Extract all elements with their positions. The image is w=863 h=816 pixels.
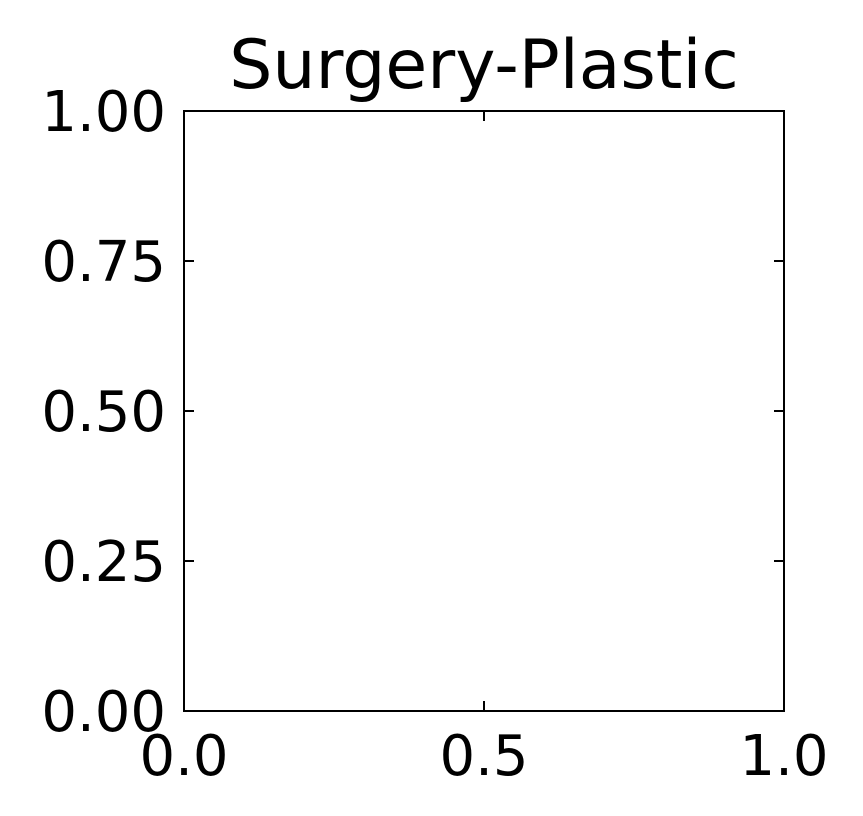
x-tick-label: 1.0 bbox=[739, 724, 828, 789]
y-tick-label: 0.25 bbox=[41, 530, 166, 595]
plot-area bbox=[183, 110, 785, 712]
chart-title: Surgery-Plastic bbox=[229, 26, 739, 105]
y-tick-label: 1.00 bbox=[41, 80, 166, 145]
y-axis: 0.00 0.25 0.50 0.75 1.00 bbox=[41, 80, 784, 745]
y-tick-label: 0.50 bbox=[41, 380, 166, 445]
x-tick-label: 0.0 bbox=[139, 724, 228, 789]
y-tick-label: 0.00 bbox=[41, 680, 166, 745]
x-tick-label: 0.5 bbox=[439, 724, 528, 789]
y-tick-label: 0.75 bbox=[41, 230, 166, 295]
x-axis: 0.0 0.5 1.0 bbox=[139, 111, 829, 789]
